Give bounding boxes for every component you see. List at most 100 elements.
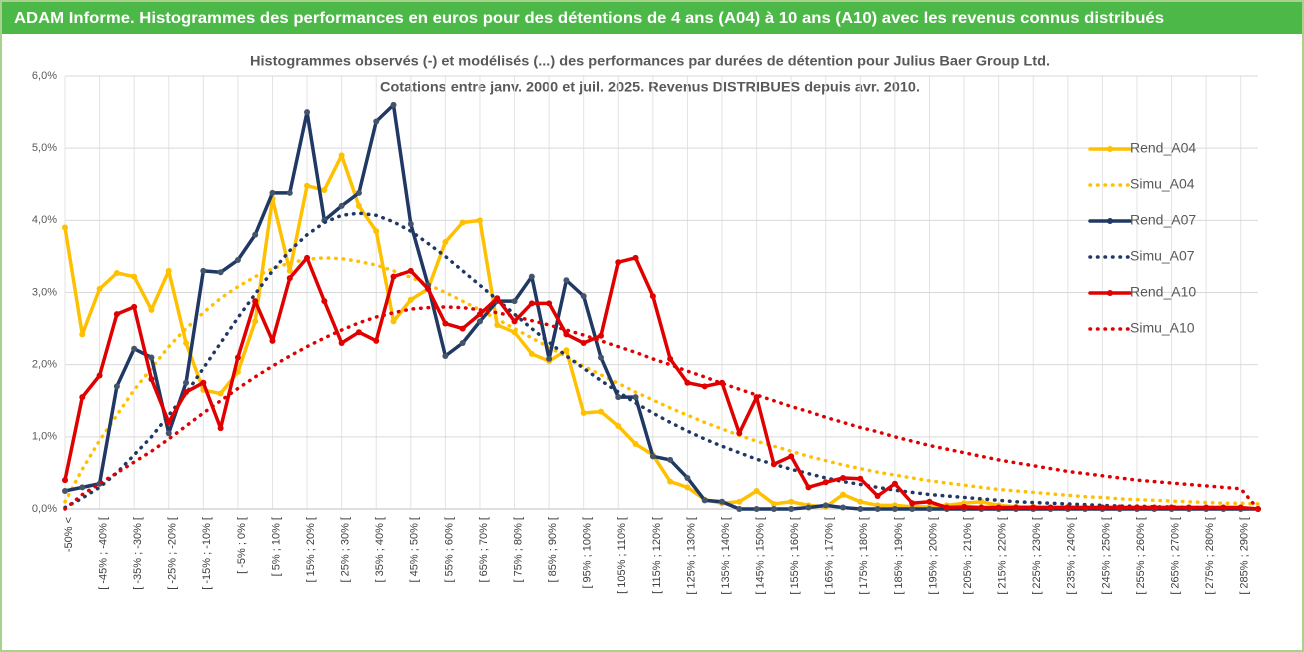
point <box>373 228 380 235</box>
point <box>442 320 449 327</box>
point <box>338 202 345 209</box>
point <box>632 254 639 261</box>
point <box>148 354 155 361</box>
point <box>649 453 656 460</box>
point <box>597 332 604 339</box>
point <box>442 238 449 245</box>
banner <box>2 2 1302 34</box>
x-tick-label: [ 185% ; 190% [ <box>893 517 905 595</box>
point <box>286 189 293 196</box>
x-tick-label: [ 125% ; 130% [ <box>685 517 697 595</box>
y-tick-label: 6,0% <box>32 70 57 82</box>
point <box>407 296 414 303</box>
point <box>304 182 311 189</box>
point <box>1030 504 1037 511</box>
legend-label: Simu_A10 <box>1130 320 1195 336</box>
point <box>494 321 501 328</box>
x-tick-label: [ 115% ; 120% [ <box>651 517 663 594</box>
x-tick-label: [ 45% ; 50% [ <box>409 517 421 582</box>
x-tick-label: [ -15% ; -10% [ <box>201 517 213 590</box>
point <box>511 298 518 305</box>
point <box>442 353 449 360</box>
point <box>684 379 691 386</box>
point <box>615 259 622 266</box>
x-tick-label: [ -25% ; -20% [ <box>167 517 179 590</box>
point <box>1064 504 1071 511</box>
point <box>528 273 535 280</box>
legend-label: Rend_A07 <box>1130 212 1196 228</box>
point <box>736 430 743 437</box>
point <box>200 379 207 386</box>
point <box>580 293 587 300</box>
point <box>252 318 259 325</box>
point <box>632 394 639 401</box>
point <box>840 474 847 481</box>
legend-marker <box>1107 146 1113 152</box>
point <box>79 331 86 338</box>
point <box>79 394 86 401</box>
point <box>113 383 120 390</box>
point <box>269 337 276 344</box>
banner-title: ADAM Informe. Histogrammes des performan… <box>14 10 1164 27</box>
point <box>926 498 933 505</box>
point <box>338 340 345 347</box>
point <box>615 423 622 430</box>
point <box>234 257 241 264</box>
x-tick-label: -50% < <box>63 517 75 552</box>
point <box>563 347 570 354</box>
point <box>321 187 328 194</box>
series-line <box>63 305 1260 511</box>
point <box>891 506 898 512</box>
point <box>131 345 138 352</box>
point <box>355 202 362 209</box>
legend-label: Simu_A04 <box>1130 176 1195 192</box>
x-tick-label: [ 75% ; 80% [ <box>512 517 524 582</box>
x-tick-label: [ 25% ; 30% [ <box>340 517 352 582</box>
point <box>96 372 103 379</box>
point <box>719 498 726 505</box>
point <box>770 461 777 468</box>
x-tick-label: [ 5% ; 10% [ <box>270 517 282 576</box>
point <box>1099 504 1106 511</box>
point <box>615 394 622 401</box>
point <box>909 506 916 512</box>
point <box>304 109 311 116</box>
point <box>753 487 760 494</box>
point <box>62 477 68 484</box>
point <box>96 285 103 292</box>
point <box>390 273 397 280</box>
series-line <box>63 256 1260 511</box>
point <box>373 118 380 125</box>
point <box>79 484 86 491</box>
x-tick-label: [ 65% ; 70% [ <box>478 517 490 582</box>
point <box>183 389 190 396</box>
point <box>857 498 864 505</box>
point <box>286 267 293 274</box>
point <box>355 189 362 196</box>
point <box>217 425 224 432</box>
point <box>770 500 777 507</box>
point <box>148 376 155 383</box>
point <box>995 504 1002 511</box>
x-tick-label: [ -5% ; 0% [ <box>236 517 248 574</box>
point <box>546 355 553 362</box>
point <box>217 390 224 397</box>
point <box>476 318 483 325</box>
point <box>1220 504 1227 511</box>
x-tick-label: [ 135% ; 140% [ <box>720 517 732 595</box>
point <box>407 267 414 274</box>
y-tick-label: 1,0% <box>32 431 57 443</box>
point <box>978 504 985 511</box>
point <box>667 456 674 463</box>
point <box>131 273 138 280</box>
point <box>874 506 881 512</box>
series-line <box>63 211 1260 511</box>
point <box>459 219 466 226</box>
point <box>563 277 570 284</box>
point <box>684 474 691 481</box>
point <box>840 504 847 511</box>
point <box>390 101 397 108</box>
legend-marker <box>1107 218 1113 224</box>
x-tick-label: [ 275% ; 280% [ <box>1204 517 1216 595</box>
point <box>580 410 587 417</box>
